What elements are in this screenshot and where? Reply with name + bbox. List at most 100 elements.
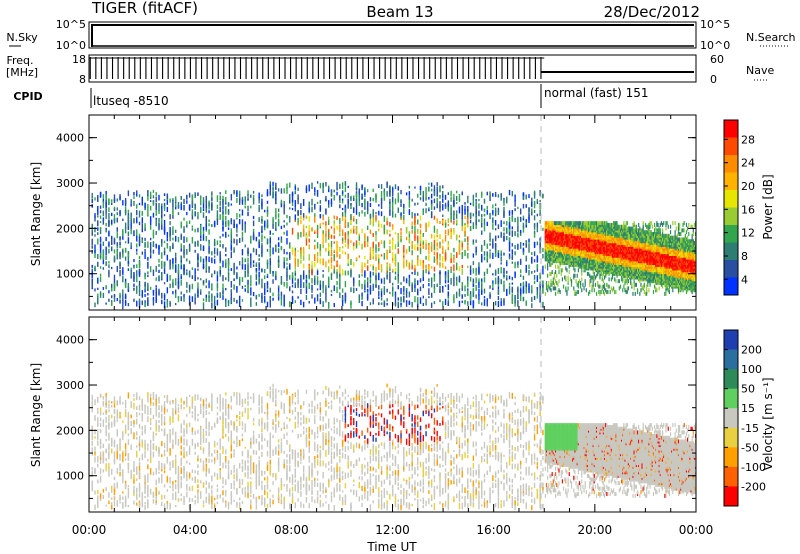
power-cell bbox=[547, 288, 549, 293]
power-cell bbox=[227, 269, 230, 272]
power-cell bbox=[394, 198, 397, 205]
power-cell bbox=[144, 275, 146, 280]
power-cell bbox=[280, 298, 283, 306]
power-cell bbox=[408, 301, 411, 306]
power-cell bbox=[172, 291, 174, 295]
power-cell bbox=[124, 296, 127, 299]
power-cell bbox=[595, 273, 598, 278]
power-cell bbox=[158, 203, 160, 207]
power-cell bbox=[556, 221, 558, 226]
power-cell bbox=[350, 300, 352, 305]
power-cell bbox=[605, 288, 607, 293]
power-cell bbox=[397, 271, 399, 278]
power-cell bbox=[158, 217, 160, 223]
power-cell bbox=[233, 223, 235, 228]
power-cell bbox=[286, 214, 288, 219]
power-cell bbox=[389, 198, 391, 204]
power-cell bbox=[144, 302, 146, 308]
power-cell bbox=[556, 273, 558, 278]
power-cell bbox=[350, 287, 352, 293]
power-cell bbox=[444, 298, 447, 305]
power-cell bbox=[127, 253, 130, 257]
power-cell bbox=[353, 207, 355, 214]
power-cell bbox=[328, 232, 330, 236]
power-cell bbox=[250, 265, 252, 268]
power-cell bbox=[411, 211, 413, 219]
power-cell bbox=[597, 280, 599, 285]
power-cell bbox=[554, 286, 557, 291]
power-cell bbox=[219, 192, 221, 195]
power-cell bbox=[266, 189, 269, 196]
power-cell bbox=[325, 224, 327, 231]
power-cell bbox=[455, 219, 458, 224]
power-cell bbox=[433, 251, 436, 256]
power-cell bbox=[350, 202, 352, 206]
power-cell bbox=[497, 282, 500, 287]
power-cell bbox=[565, 221, 567, 226]
power-cell bbox=[336, 216, 338, 220]
power-cell bbox=[614, 221, 616, 226]
nsearch-tick-top: 10^5 bbox=[700, 18, 730, 31]
power-cell bbox=[152, 212, 155, 218]
power-cell bbox=[244, 226, 246, 233]
power-cell bbox=[366, 237, 369, 242]
power-cell bbox=[236, 273, 238, 279]
power-cell bbox=[592, 270, 594, 275]
power-cell bbox=[383, 193, 386, 201]
power-cell bbox=[506, 221, 508, 226]
power-cell bbox=[102, 267, 105, 270]
power-cell bbox=[533, 270, 536, 273]
power-cell bbox=[283, 261, 285, 269]
power-cell bbox=[200, 196, 202, 203]
power-cell bbox=[425, 208, 427, 214]
power-cell bbox=[475, 277, 477, 284]
power-cell bbox=[261, 299, 263, 303]
power-cell bbox=[542, 302, 544, 306]
power-cell bbox=[380, 288, 383, 292]
power-cell bbox=[355, 201, 358, 207]
power-cell bbox=[330, 240, 333, 247]
power-cell bbox=[519, 288, 522, 295]
power-cell bbox=[311, 294, 313, 299]
power-cell bbox=[511, 249, 514, 255]
power-cell bbox=[380, 202, 383, 209]
power-cell bbox=[177, 274, 180, 281]
power-cell bbox=[186, 225, 188, 228]
power-cell bbox=[261, 202, 263, 207]
power-cell bbox=[615, 221, 617, 226]
power-cell bbox=[391, 211, 394, 218]
power-cell bbox=[283, 248, 285, 255]
power-cell bbox=[492, 280, 494, 284]
power-cell bbox=[136, 276, 138, 283]
power-cell bbox=[364, 271, 366, 278]
power-cell bbox=[583, 221, 585, 226]
power-cell bbox=[417, 228, 419, 234]
power-cell bbox=[202, 197, 205, 204]
power-cell bbox=[339, 271, 341, 278]
power-cell bbox=[575, 221, 577, 226]
power-cell bbox=[361, 262, 363, 266]
power-cell bbox=[433, 244, 436, 251]
power-cell bbox=[325, 182, 327, 185]
power-cell bbox=[405, 236, 408, 241]
power-cell bbox=[308, 269, 310, 274]
power-cell bbox=[364, 255, 366, 260]
power-cell bbox=[478, 281, 480, 289]
power-cell bbox=[230, 289, 233, 294]
power-cell bbox=[174, 203, 177, 207]
power-cell bbox=[576, 221, 578, 226]
power-cell bbox=[314, 262, 316, 268]
power-cell bbox=[472, 291, 475, 297]
power-cell bbox=[94, 244, 96, 251]
power-cell bbox=[464, 205, 466, 212]
power-cell bbox=[280, 203, 283, 206]
power-cell bbox=[511, 254, 514, 260]
power-cell bbox=[325, 198, 327, 202]
power-cell bbox=[119, 196, 121, 201]
power-cell bbox=[147, 292, 149, 296]
power-cell bbox=[414, 225, 416, 233]
power-cell bbox=[225, 300, 227, 307]
power-cell bbox=[94, 215, 96, 222]
power-cell bbox=[372, 217, 374, 221]
power-cell bbox=[539, 202, 541, 205]
